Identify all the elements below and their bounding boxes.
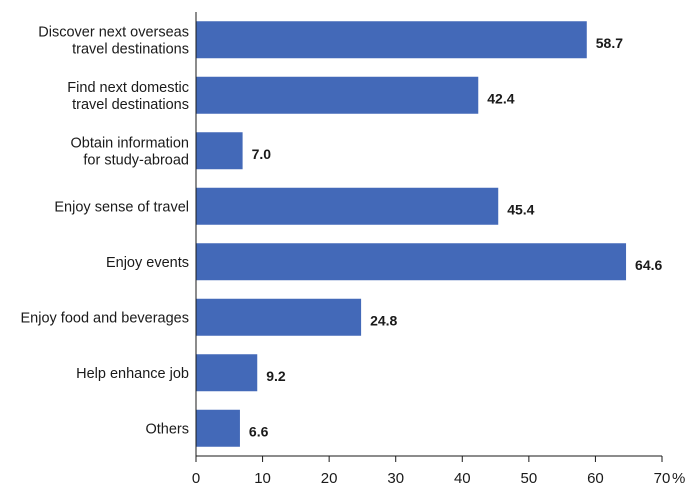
bar <box>196 298 362 336</box>
bar <box>196 354 258 392</box>
bar <box>196 132 243 170</box>
category-label: travel destinations <box>72 41 189 57</box>
axes-group <box>195 12 662 457</box>
bar-value-label: 64.6 <box>635 257 662 273</box>
bar-value-label: 42.4 <box>487 90 514 106</box>
x-tick-label: 0 <box>192 470 200 487</box>
bar-value-label: 45.4 <box>507 201 534 217</box>
value-labels-group: 58.7 42.4 7.0 45.4 64.6 24.8 9.2 6.6 <box>249 35 663 440</box>
bar-value-label: 7.0 <box>252 146 272 162</box>
bar <box>196 21 587 59</box>
bar-value-label: 58.7 <box>596 35 623 51</box>
x-tick-label: 50 <box>521 470 538 487</box>
category-label: Find next domestic <box>67 80 189 96</box>
bar-value-label: 6.6 <box>249 423 269 439</box>
x-tick-label: 40 <box>454 470 471 487</box>
category-label: Obtain information <box>71 135 189 151</box>
x-tick-label: 10 <box>254 470 271 487</box>
x-tick-label: 20 <box>321 470 338 487</box>
x-ticks-group: 0 10 20 30 40 50 60 70 <box>192 456 671 487</box>
bar-value-label: 9.2 <box>266 368 286 384</box>
x-axis-unit-label: % <box>672 470 685 487</box>
category-label: Help enhance job <box>76 366 189 382</box>
bar <box>196 76 479 114</box>
category-label: travel destinations <box>72 97 189 113</box>
category-label: Discover next overseas <box>38 24 189 40</box>
category-label: for study-abroad <box>83 152 189 168</box>
category-label: Enjoy events <box>106 255 189 271</box>
bar <box>196 243 627 281</box>
bar-value-label: 24.8 <box>370 312 397 328</box>
category-label: Enjoy sense of travel <box>54 199 189 215</box>
bar <box>196 187 499 225</box>
category-label: Others <box>145 421 189 437</box>
x-tick-label: 30 <box>387 470 404 487</box>
x-tick-label: 70 <box>654 470 671 487</box>
x-tick-label: 60 <box>587 470 604 487</box>
bar <box>196 409 240 447</box>
bars-group <box>196 21 627 447</box>
category-label: Enjoy food and beverages <box>21 310 190 326</box>
